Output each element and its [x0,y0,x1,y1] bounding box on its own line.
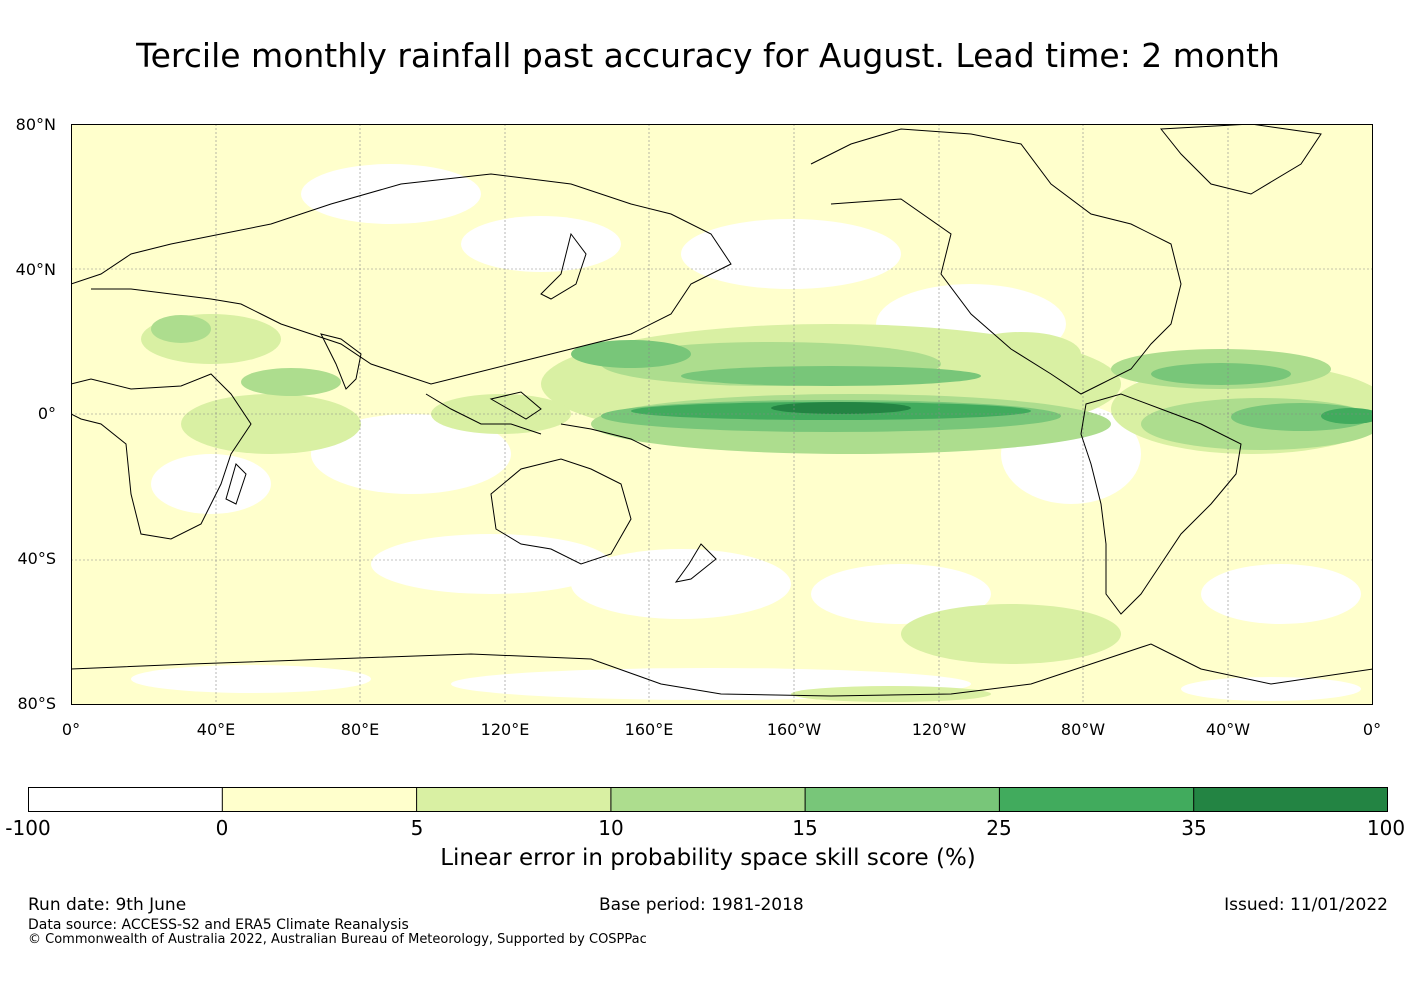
skill-score-map [71,124,1373,705]
new-zealand-coastline [674,543,717,583]
data-source: Data source: ACCESS-S2 and ERA5 Climate … [28,917,409,933]
colorbar-tick-5: 5 [410,816,424,840]
lon-label-160w: 160°W [766,720,822,739]
lat-label-80s: 80°S [17,694,56,713]
lon-label-80w: 80°W [1060,720,1106,739]
eurasia-coastline [71,173,732,385]
indonesia-coastline [425,391,652,450]
map-frame [71,124,1373,705]
lon-label-80e: 80°E [340,720,380,739]
graticule [71,124,1373,705]
colorbar-bin-35-100 [1193,787,1388,812]
lat-label-40s: 40°S [17,549,56,568]
issued-date: Issued: 11/01/2022 [1224,895,1388,915]
copyright-notice: © Commonwealth of Australia 2022, Austra… [28,932,647,947]
lon-label-0: 0° [61,720,81,739]
colorbar-tick-15: 15 [792,816,818,840]
africa-coastline [71,373,252,540]
colorbar-tick-neg100: -100 [5,816,51,840]
lon-label-120w: 120°W [911,720,967,739]
colorbar-bin-10-15 [610,787,806,812]
greenland-coastline [1160,124,1322,195]
map-title: Tercile monthly rainfall past accuracy f… [136,36,1280,75]
madagascar-coastline [225,463,247,505]
lon-label-40e: 40°E [196,720,236,739]
japan-coastline [540,232,587,300]
colorbar-tick-35: 35 [1181,816,1207,840]
antarctica-coastline [71,643,1373,697]
lat-label-40n: 40°N [15,260,56,279]
base-period: Base period: 1981-2018 [599,895,804,915]
colorbar-label: Linear error in probability space skill … [440,845,976,871]
colorbar-tick-0: 0 [215,816,229,840]
lon-label-40w: 40°W [1205,720,1251,739]
colorbar-bin-neg100-0 [28,787,223,812]
run-date: Run date: 9th June [28,895,187,915]
colorbar-bin-5-10 [416,787,611,812]
colorbar-bin-0-5 [222,787,417,812]
colorbar-tick-10: 10 [598,816,624,840]
coastlines [71,124,1373,697]
colorbar [28,787,1388,812]
map-canvas [71,124,1373,705]
skill-35-100-areas [771,402,911,414]
australia-coastline [490,458,632,565]
lon-label-120e: 120°E [480,720,530,739]
lat-label-equator: 0° [37,404,56,423]
south-america-coastline [1080,393,1242,615]
india-coastline [320,333,362,390]
lat-label-80n: 80°N [15,115,56,134]
colorbar-tick-100: 100 [1366,816,1406,840]
north-america-coastline [810,128,1182,395]
colorbar-tick-25: 25 [986,816,1012,840]
colorbar-bin-15-25 [805,787,1000,812]
lon-label-0-east: 0° [1362,720,1382,739]
lon-label-160e: 160°E [624,720,674,739]
colorbar-bin-25-35 [999,787,1194,812]
